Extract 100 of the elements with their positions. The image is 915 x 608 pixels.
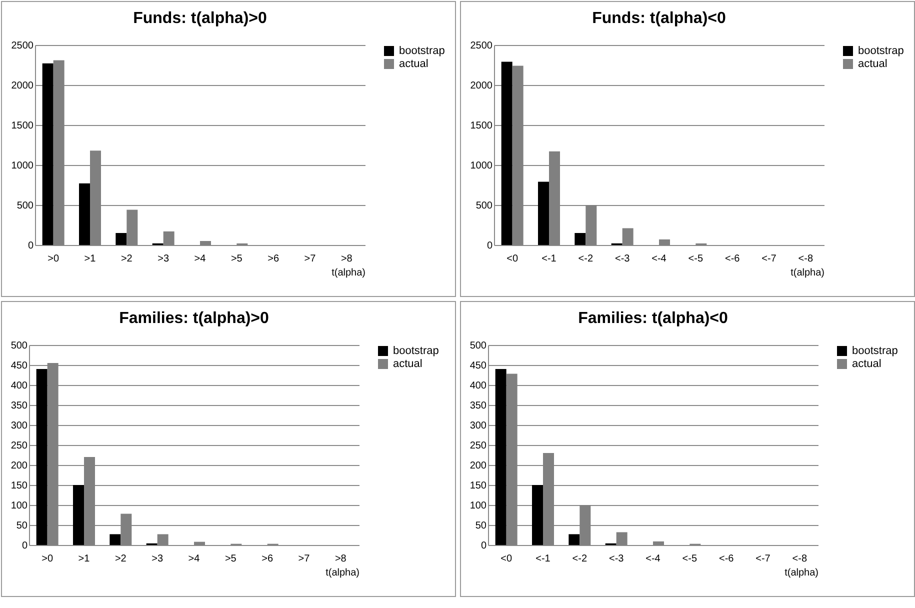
y-tick-label: 2000 (11, 80, 34, 92)
y-tick-label: 1000 (470, 160, 493, 172)
y-tick-label: 300 (470, 420, 487, 432)
y-tick-label: 2000 (470, 80, 493, 92)
x-tick-label: >5 (230, 254, 243, 264)
x-tick-label: >3 (158, 254, 170, 264)
y-tick-label: 1000 (11, 160, 34, 172)
bar (538, 182, 549, 245)
legend-label: bootstrap (858, 45, 904, 57)
bar (36, 369, 48, 545)
y-tick-label: 0 (28, 240, 34, 252)
bar (163, 231, 174, 245)
y-tick-label: 350 (470, 400, 487, 412)
x-axis-title: t(alpha) (790, 268, 824, 278)
x-tick-label: <-1 (542, 254, 557, 264)
bar (200, 241, 211, 245)
bar (574, 233, 586, 245)
bar (532, 485, 543, 545)
y-tick-label: 250 (470, 440, 487, 452)
y-tick-label: 150 (10, 480, 28, 492)
y-tick-label: 50 (475, 520, 487, 532)
legend-label: actual (858, 58, 888, 70)
x-tick-label: >8 (340, 254, 353, 264)
x-tick-label: >7 (304, 254, 316, 264)
x-tick-label: >4 (194, 254, 206, 264)
bar (79, 183, 90, 245)
legend-label: actual (399, 58, 428, 70)
x-tick-label: <-7 (756, 554, 771, 564)
x-tick-label: <-3 (614, 254, 630, 264)
y-tick-label: 100 (10, 500, 28, 512)
x-tick-label: <-7 (762, 254, 777, 264)
bar (501, 62, 512, 245)
y-tick-label: 50 (16, 520, 28, 532)
x-tick-label: <-2 (578, 254, 594, 264)
y-tick-label: 1500 (11, 120, 34, 132)
legend-label: bootstrap (399, 45, 445, 57)
x-tick-label: <-3 (608, 554, 624, 564)
y-tick-label: 200 (10, 460, 28, 472)
bar (126, 210, 138, 245)
x-tick-label: <-6 (724, 254, 740, 264)
chart-title: Families: t(alpha)<0 (578, 310, 728, 327)
x-tick-label: <-4 (652, 254, 667, 264)
x-tick-label: >8 (334, 554, 347, 564)
x-tick-label: >2 (114, 554, 127, 564)
y-tick-label: 450 (10, 360, 28, 372)
x-tick-label: >0 (48, 254, 60, 264)
y-tick-label: 150 (470, 480, 487, 492)
x-tick-label: >2 (120, 254, 133, 264)
y-tick-label: 0 (486, 240, 493, 252)
y-tick-label: 0 (480, 540, 487, 552)
bar (495, 369, 506, 545)
x-tick-label: <-4 (646, 554, 661, 564)
x-tick-label: <0 (500, 554, 512, 564)
legend-label: bootstrap (852, 345, 898, 357)
bar (616, 532, 628, 545)
chart-title: Funds: t(alpha)>0 (133, 10, 267, 27)
x-axis-title: t(alpha) (326, 568, 360, 578)
y-tick-label: 500 (16, 200, 34, 212)
y-tick-label: 350 (10, 400, 28, 412)
x-tick-label: >5 (224, 554, 237, 564)
x-tick-label: <-2 (572, 554, 588, 564)
x-tick-label: >4 (188, 554, 200, 564)
x-tick-label: <-1 (536, 554, 551, 564)
y-tick-label: 500 (476, 200, 493, 212)
x-tick-label: >0 (42, 554, 54, 564)
x-tick-label: <-6 (718, 554, 734, 564)
bar (568, 534, 580, 545)
y-tick-label: 200 (470, 460, 487, 472)
legend-label: actual (393, 358, 422, 370)
bar (194, 542, 205, 545)
bar (73, 485, 84, 545)
x-tick-label: >6 (268, 254, 280, 264)
bar (653, 541, 664, 545)
legend-label: actual (852, 358, 882, 370)
x-tick-label: >7 (298, 554, 310, 564)
x-tick-label: >1 (84, 254, 96, 264)
bar (42, 63, 54, 245)
y-tick-label: 100 (470, 500, 487, 512)
bar (110, 534, 121, 545)
x-tick-label: >3 (152, 554, 164, 564)
y-tick-label: 450 (470, 360, 487, 372)
x-axis-title: t(alpha) (784, 568, 818, 578)
x-tick-label: <-8 (792, 554, 808, 564)
y-tick-label: 0 (22, 540, 28, 552)
y-tick-label: 500 (10, 340, 28, 352)
y-tick-label: 500 (470, 340, 487, 352)
x-tick-label: >6 (262, 554, 274, 564)
y-tick-label: 400 (10, 380, 28, 392)
y-tick-label: 250 (10, 440, 28, 452)
x-tick-label: <0 (506, 254, 518, 264)
y-tick-label: 300 (10, 420, 28, 432)
bar (659, 239, 670, 245)
chart-title: Funds: t(alpha)<0 (592, 10, 726, 27)
bar (116, 233, 127, 245)
chart-title: Families: t(alpha)>0 (119, 310, 270, 327)
bar (157, 534, 168, 545)
y-tick-label: 2500 (470, 40, 493, 52)
y-tick-label: 1500 (470, 120, 493, 132)
x-axis-title: t(alpha) (332, 268, 366, 278)
x-tick-label: <-5 (682, 554, 698, 564)
